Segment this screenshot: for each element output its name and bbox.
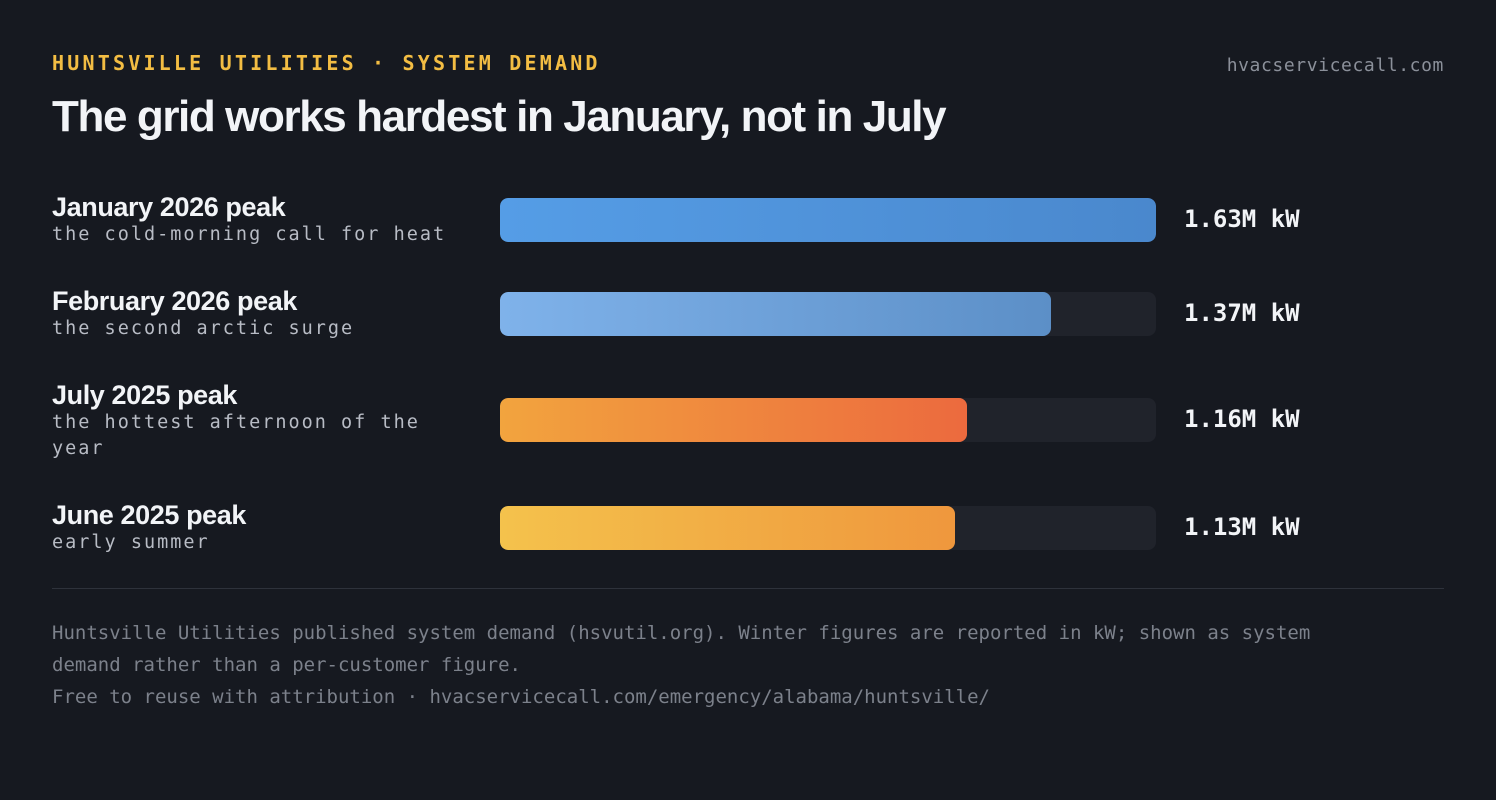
bar-value-label: 1.16M kW [1184,405,1300,433]
attribution-line: Free to reuse with attribution · hvacser… [52,686,990,708]
bar [500,292,1051,336]
source-line: Huntsville Utilities published system de… [52,622,1311,644]
category-label: January 2026 peak [52,192,286,222]
bar-track [500,292,1156,336]
category-subtitle: the cold-morning call for heat [52,224,447,245]
bar-value-label: 1.13M kW [1184,513,1300,541]
category-label: July 2025 peak [52,380,238,410]
eyebrow: HUNTSVILLE UTILITIES · SYSTEM DEMAND [52,51,601,75]
bar-label: July 2025 peak the hottest afternoon of t… [52,380,472,462]
footnote: Huntsville Utilities published system de… [52,617,1452,713]
category-label: June 2025 peak [52,500,247,530]
bar [500,198,1156,242]
bar-track [500,398,1156,442]
bar-label: January 2026 peak the cold-morning call f… [52,192,472,248]
bar-track [500,506,1156,550]
category-label: February 2026 peak [52,286,297,316]
bar [500,398,967,442]
bar-label: February 2026 peak the second arctic surg… [52,286,472,342]
site-name: hvacservicecall.com [1226,55,1444,76]
category-subtitle: the second arctic surge [52,318,355,339]
bar-value-label: 1.37M kW [1184,299,1300,327]
category-subtitle: the hottest afternoon of the year [52,412,420,459]
bar-value-label: 1.63M kW [1184,205,1300,233]
source-line: demand rather than a per-customer figure… [52,654,521,676]
bar-label: June 2025 peak early summer [52,500,472,556]
chart-title: The grid works hardest in January, not i… [52,92,947,141]
bar [500,506,955,550]
bar-track [500,198,1156,242]
category-subtitle: early summer [52,532,210,553]
divider [52,588,1444,589]
